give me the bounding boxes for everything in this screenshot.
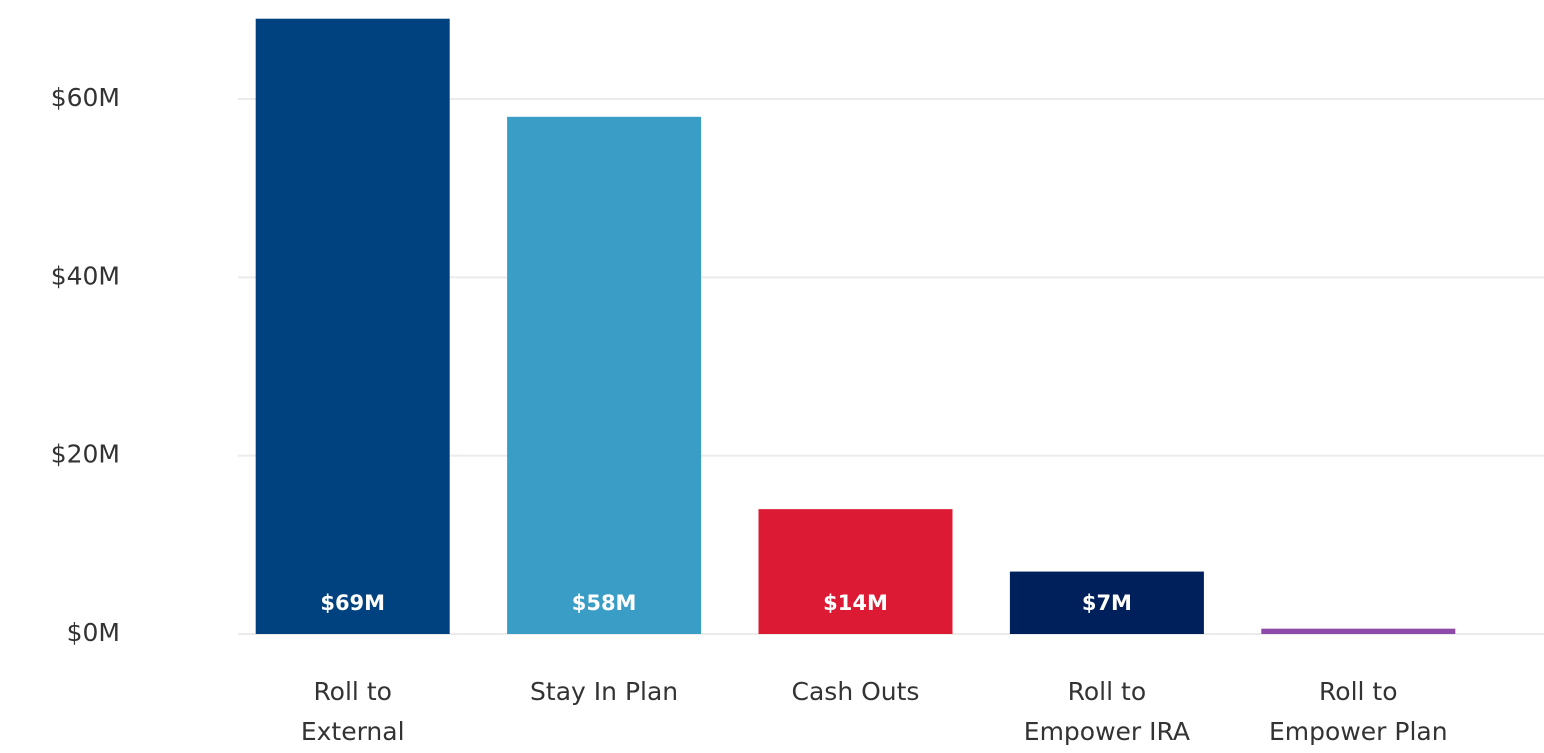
bar	[507, 116, 702, 634]
bar	[255, 18, 450, 634]
x-tick-label: Roll to Empower IRA	[1023, 677, 1190, 746]
y-tick-label: $40M	[51, 261, 120, 290]
x-tick-label: Roll to Empower Plan	[1269, 677, 1448, 746]
y-tick-label: $0M	[67, 618, 120, 647]
x-tick-label: Cash Outs	[791, 677, 920, 706]
bar	[1261, 628, 1456, 634]
bar	[1009, 571, 1204, 634]
y-tick-label: $60M	[51, 83, 120, 112]
x-tick-label: Stay In Plan	[530, 677, 679, 706]
value-label: $69M	[320, 591, 385, 615]
value-label: $14M	[823, 591, 888, 615]
value-label: $7M	[1082, 591, 1132, 615]
x-tick-label: Roll to External	[300, 677, 405, 746]
y-tick-label: $20M	[51, 440, 120, 469]
value-label: $58M	[572, 591, 637, 615]
bar	[758, 509, 953, 634]
